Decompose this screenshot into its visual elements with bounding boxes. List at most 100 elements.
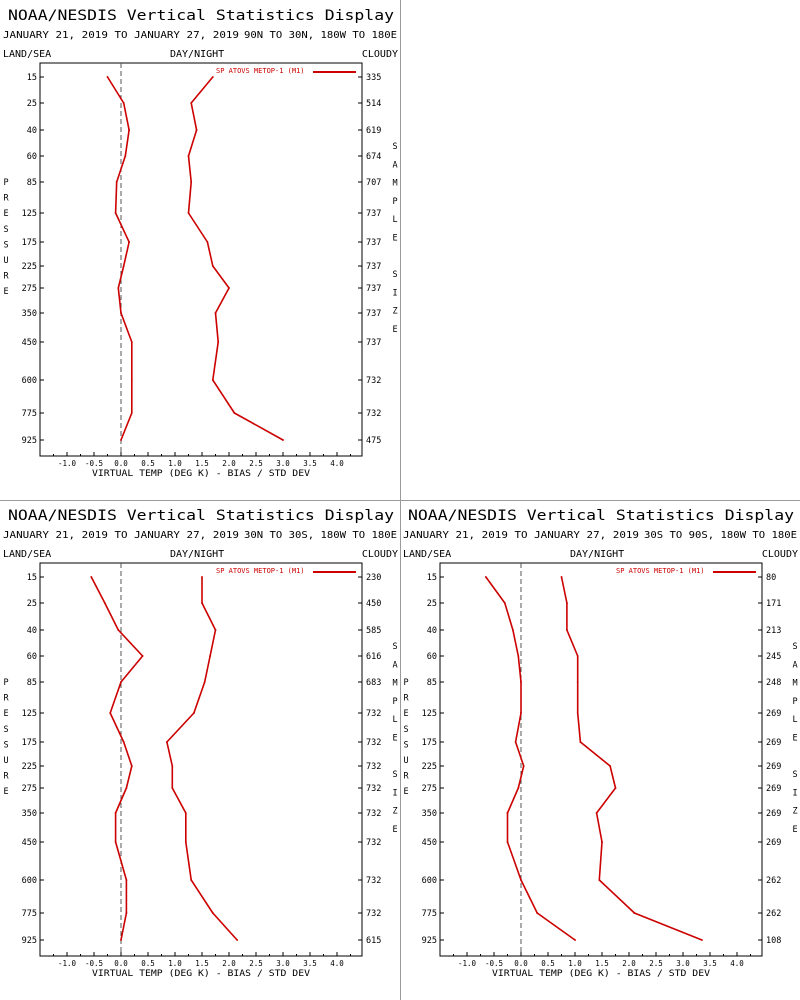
x-tick-label: 0.5 <box>541 959 555 968</box>
sample-size-axis-letter: E <box>392 825 397 835</box>
bias-point <box>128 129 131 131</box>
std_dev-segment <box>598 879 636 914</box>
bias-segment <box>114 181 118 214</box>
pressure-label: 60 <box>27 152 37 162</box>
sample-size-axis-letter: P <box>392 197 397 207</box>
pressure-axis-letter: U <box>3 756 8 766</box>
x-tick-label: -1.0 <box>58 459 77 468</box>
x-tick-label: 1.5 <box>595 959 609 968</box>
bias-point <box>120 439 122 441</box>
sample-size-label: 171 <box>766 599 781 609</box>
pressure-axis-letter: U <box>403 756 408 766</box>
x-tick-label: 2.5 <box>249 459 263 468</box>
sample-size-label: 732 <box>366 809 381 819</box>
std_dev-segment <box>595 812 603 843</box>
sample-size-axis-letter: A <box>792 660 797 670</box>
x-tick-label: 0.5 <box>141 959 155 968</box>
pressure-label: 450 <box>22 338 37 348</box>
std_dev-segment <box>206 241 214 267</box>
sample-size-label: 269 <box>766 838 781 848</box>
pressure-label: 775 <box>22 909 37 919</box>
std_dev-segment <box>171 787 187 814</box>
bias-segment <box>104 602 120 631</box>
bias-segment <box>114 787 128 814</box>
horizontal-divider <box>0 500 800 501</box>
pressure-label: 25 <box>427 599 437 609</box>
bias-segment <box>520 879 538 914</box>
bias-point <box>117 287 120 289</box>
sample-size-axis-letter: S <box>392 770 397 780</box>
std_dev-segment <box>633 912 703 941</box>
std_dev-segment <box>187 212 209 243</box>
x-tick-label: 0.0 <box>114 459 128 468</box>
x-axis-label: VIRTUAL TEMP (DEG K) - BIAS / STD DEV <box>492 969 710 979</box>
pressure-label: 275 <box>22 784 37 794</box>
bias-point <box>506 812 509 814</box>
std_dev-point <box>190 102 193 104</box>
pressure-label: 175 <box>422 738 437 748</box>
std_dev-segment <box>185 841 192 881</box>
bias-segment <box>506 787 520 814</box>
pressure-axis-letter: E <box>3 787 8 797</box>
std_dev-segment <box>609 765 617 789</box>
sample-size-axis-letter: A <box>392 660 397 670</box>
std_dev-point <box>201 576 203 578</box>
bias-point <box>109 712 112 714</box>
pressure-label: 175 <box>22 738 37 748</box>
pressure-label: 15 <box>427 573 437 583</box>
x-tick-label: -0.5 <box>485 959 503 968</box>
std_dev-segment <box>190 76 214 104</box>
bias-point <box>514 741 517 743</box>
std_dev-segment <box>201 602 217 631</box>
sample-size-label: 262 <box>766 909 781 919</box>
sample-size-axis-letter: Z <box>792 807 797 817</box>
sample-size-axis-letter: Z <box>392 807 397 817</box>
pressure-label: 350 <box>422 809 437 819</box>
sample-size-label: 737 <box>366 338 381 348</box>
series-bias <box>90 576 144 941</box>
std_dev-point <box>576 712 579 714</box>
sample-size-label: 732 <box>366 376 381 386</box>
series-std-dev <box>187 76 284 441</box>
legend-label: SP ATOVS METOP-1 (M1) <box>616 567 705 575</box>
chart-svg: NOAA/NESDIS Vertical Statistics Display J… <box>3 8 398 479</box>
chart-svg: NOAA/NESDIS Vertical Statistics Display J… <box>3 508 398 979</box>
x-tick-label: -1.0 <box>58 959 77 968</box>
series-bias <box>485 576 576 941</box>
std_dev-point <box>579 741 582 743</box>
pressure-label: 600 <box>422 876 437 886</box>
bias-segment <box>124 129 130 157</box>
std_dev-point <box>201 602 203 604</box>
pressure-label: 225 <box>22 762 37 772</box>
bias-segment <box>117 287 122 314</box>
bias-segment <box>120 312 133 343</box>
std_dev-point <box>701 939 703 941</box>
x-tick-label: 0.0 <box>514 959 528 968</box>
sample-size-label: 514 <box>366 99 381 109</box>
bias-segment <box>514 712 522 743</box>
sample-size-axis-letter: A <box>392 160 397 170</box>
pressure-label: 350 <box>22 809 37 819</box>
std_dev-point <box>211 912 214 914</box>
plot-frame <box>39 562 363 957</box>
bias-segment <box>117 265 125 289</box>
std_dev-point <box>566 629 568 631</box>
bias-point <box>130 765 133 767</box>
pressure-label: 85 <box>27 678 37 688</box>
land-sea-header: LAND/SEA <box>3 549 51 560</box>
bias-segment <box>514 741 525 767</box>
pressure-label: 125 <box>22 209 37 219</box>
x-tick-label: 2.0 <box>622 959 636 968</box>
std_dev-point <box>171 787 174 789</box>
sample-size-label: 619 <box>366 126 381 136</box>
bias-segment <box>122 102 130 131</box>
bias-point <box>141 655 144 657</box>
pressure-axis-letter: P <box>3 178 8 188</box>
std_dev-point <box>203 681 206 683</box>
pressure-label: 125 <box>22 709 37 719</box>
pressure-label: 450 <box>422 838 437 848</box>
pressure-label: 85 <box>27 178 37 188</box>
pressure-axis-letter: S <box>403 725 408 735</box>
x-tick-label: 3.5 <box>703 959 717 968</box>
pressure-label: 350 <box>22 309 37 319</box>
